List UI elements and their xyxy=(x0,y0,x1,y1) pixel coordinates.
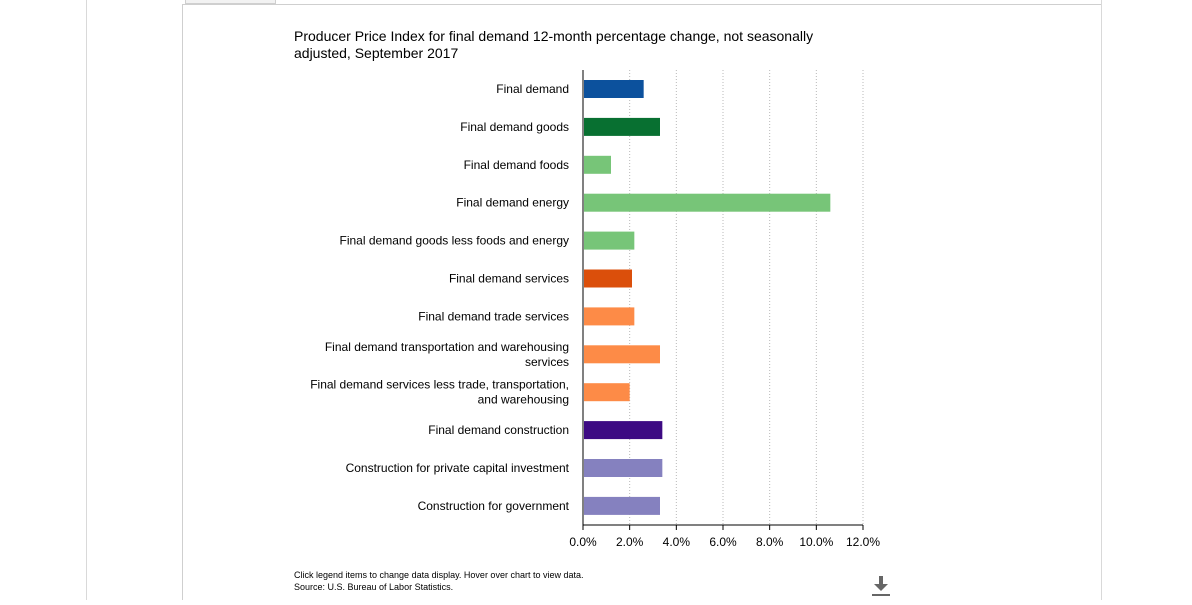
tab-stub[interactable] xyxy=(185,0,276,4)
category-label: Final demand trade services xyxy=(418,309,569,323)
category-label: Final demand transportation and warehous… xyxy=(325,340,569,354)
category-labels: Final demand Final demand goods Final dema… xyxy=(310,82,569,513)
bar[interactable] xyxy=(584,231,635,250)
category-label: services xyxy=(525,355,569,369)
chart-title: Producer Price Index for final demand 12… xyxy=(294,28,814,61)
bar[interactable] xyxy=(584,155,611,174)
category-label: Final demand services xyxy=(449,272,569,286)
category-label: Final demand services less trade, transp… xyxy=(310,378,569,392)
x-tick-label: 8.0% xyxy=(756,535,784,549)
bar[interactable] xyxy=(584,383,630,402)
bar[interactable] xyxy=(584,193,831,212)
category-label: Final demand construction xyxy=(428,423,569,437)
bars[interactable] xyxy=(584,80,831,515)
page-frame-right xyxy=(1101,0,1102,600)
chart-panel xyxy=(182,4,1101,600)
footnote-instructions: Click legend items to change data displa… xyxy=(294,570,584,580)
bar[interactable] xyxy=(584,345,660,364)
category-label: Final demand goods xyxy=(460,120,569,134)
bar[interactable] xyxy=(584,459,663,477)
footnote-source: Source: U.S. Bureau of Labor Statistics. xyxy=(294,582,454,592)
bar[interactable] xyxy=(584,421,663,440)
x-tick-label: 10.0% xyxy=(799,535,833,549)
category-label: and warehousing xyxy=(478,393,569,407)
x-tick-label: 2.0% xyxy=(616,535,644,549)
x-tick-label: 4.0% xyxy=(663,535,691,549)
page-frame-left xyxy=(86,0,87,600)
bar[interactable] xyxy=(584,307,635,326)
bar[interactable] xyxy=(584,269,632,288)
category-label: Construction for government xyxy=(418,499,570,513)
grid-lines xyxy=(629,70,864,525)
category-label: Final demand goods less foods and energy xyxy=(340,234,569,248)
category-label: Final demand xyxy=(496,82,569,96)
category-label: Construction for private capital investm… xyxy=(346,461,570,475)
download-icon[interactable] xyxy=(870,574,892,600)
axes xyxy=(582,70,864,530)
x-tick-label: 0.0% xyxy=(569,535,597,549)
bar[interactable] xyxy=(584,496,660,515)
category-label: Final demand energy xyxy=(456,196,569,210)
bar[interactable] xyxy=(584,117,660,136)
x-tick-label: 6.0% xyxy=(709,535,737,549)
x-tick-label: 12.0% xyxy=(846,535,880,549)
bar[interactable] xyxy=(584,80,644,98)
chart-footnote: Click legend items to change data displa… xyxy=(294,569,583,593)
x-tick-labels: 0.0% 2.0% 4.0% 6.0% 8.0% 10.0% 12.0% xyxy=(569,535,880,549)
category-label: Final demand foods xyxy=(464,158,569,172)
